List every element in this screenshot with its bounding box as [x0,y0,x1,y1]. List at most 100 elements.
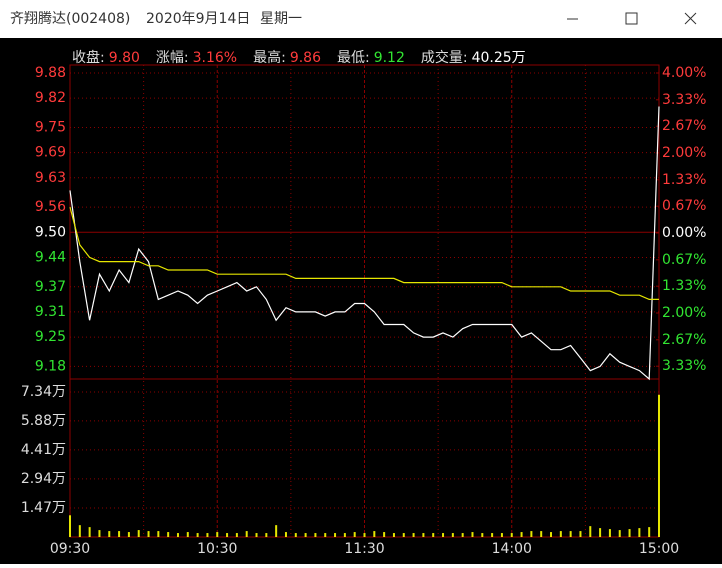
volume-bar [324,533,327,537]
title-bar [0,0,722,38]
y-tick-label: 9.82 [35,90,66,106]
info-bar: 收盘: 9.80 涨幅: 3.16% 最高: 9.86 最低: 9.12 成交量: 40.25万 [72,49,526,66]
volume-bar [186,532,189,537]
volume-bar [157,531,160,537]
volume-bar [167,532,170,537]
volume-bar [334,533,337,537]
volume-bar [471,532,474,537]
volume-bar [147,531,150,537]
volume-bar [314,533,317,537]
y2-tick-label: 0.67% [662,198,706,214]
y2-tick-label: 2.00% [662,145,706,161]
volume-bar [108,531,111,537]
window-title: 齐翔腾达(002408) [10,10,130,27]
volume-tick-label: 5.88万 [21,413,66,429]
volume-bar [628,529,631,537]
info-label: 涨幅: [156,50,189,66]
volume-bar [216,532,219,537]
volume-bar [422,533,425,537]
y-tick-label: 9.88 [35,65,66,81]
info-value: 40.25万 [472,50,526,66]
volume-bar [579,531,582,537]
volume-bar [481,533,484,537]
volume-bar [608,529,611,537]
volume-bar [343,533,346,537]
y-tick-label: 9.75 [35,119,66,135]
volume-bar [530,531,533,537]
y2-tick-label: 3.33% [662,92,706,108]
volume-bar [196,533,199,537]
volume-bar [304,533,307,537]
volume-bar [412,533,415,537]
y2-tick-label: 2.67% [662,332,706,348]
volume-bar [137,530,140,537]
x-tick-label: 10:30 [197,541,237,557]
volume-bar [176,533,179,537]
y2-tick-label: 2.67% [662,118,706,134]
x-tick-label: 14:00 [492,541,532,557]
close-button[interactable] [684,12,697,25]
volume-bar [540,531,543,537]
y2-tick-label: 2.00% [662,305,706,321]
volume-bar [599,528,602,537]
x-tick-label: 15:00 [639,541,679,557]
info-label: 最低: [337,50,370,66]
volume-bar [275,525,278,537]
volume-bar [510,533,513,537]
y2-tick-label: 4.00% [662,65,706,81]
volume-bar [88,527,91,537]
y-tick-label: 9.44 [35,249,66,265]
volume-bar [284,532,287,537]
info-label: 最高: [253,49,286,66]
volume-bar [118,531,121,537]
volume-bar [294,533,297,537]
info-value: 9.12 [374,50,405,66]
y-tick-label: 9.56 [35,199,66,215]
volume-bar [500,533,503,537]
volume-bar [373,531,376,537]
volume-bar [589,526,592,537]
volume-bar [442,533,445,537]
y-tick-label: 9.18 [35,358,66,374]
volume-bar [432,533,435,537]
volume-bar [383,532,386,537]
y-tick-label: 9.69 [35,145,66,161]
volume-bar [69,515,71,537]
volume-bar [461,533,464,537]
volume-bar [127,532,130,537]
y2-tick-label: 0.67% [662,252,706,268]
window-date: 2020年9月14日 [146,11,250,27]
volume-bar [569,531,572,537]
y2-tick-label: 3.33% [662,358,706,374]
chart-background [0,38,722,564]
y-tick-label: 9.37 [35,279,66,295]
volume-bar [255,533,258,537]
y2-tick-label: 0.00% [662,225,706,241]
x-tick-label: 09:30 [50,541,90,557]
volume-bar [353,532,356,537]
volume-bar [638,528,641,537]
x-tick-label: 11:30 [344,541,384,557]
volume-bar [451,533,454,537]
volume-bar [658,394,660,537]
volume-bar [226,533,229,537]
info-label: 收盘: [72,49,105,66]
info-value: 9.80 [109,50,140,66]
volume-bar [648,527,651,537]
volume-bar [265,533,268,537]
volume-tick-label: 1.47万 [21,500,66,516]
maximize-button[interactable] [625,12,638,25]
volume-tick-label: 7.34万 [21,384,66,400]
y-tick-label: 9.63 [35,170,66,186]
y2-tick-label: 1.33% [662,172,706,188]
volume-bar [363,533,366,537]
volume-bar [550,532,553,537]
volume-tick-label: 2.94万 [21,471,66,487]
volume-bar [402,533,405,537]
volume-bar [559,531,562,537]
volume-bar [78,525,81,537]
volume-tick-label: 4.41万 [21,442,66,458]
volume-bar [245,531,248,537]
